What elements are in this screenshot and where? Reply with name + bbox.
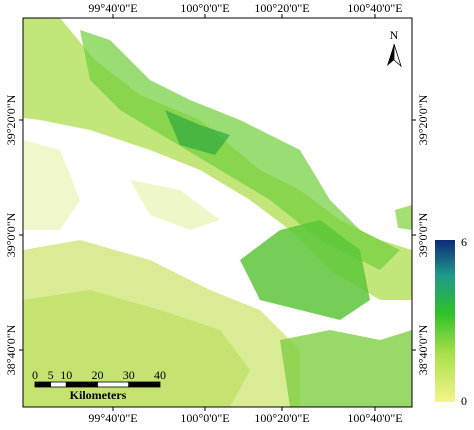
scale-label: 30 <box>123 368 135 382</box>
bottom-lon-label: 99°40'0"E <box>88 411 137 425</box>
colorbar: 6 0 <box>435 235 467 408</box>
top-lon-label: 100°0'0"E <box>180 1 229 15</box>
north-label: N <box>390 28 399 42</box>
scale-segment <box>34 381 52 388</box>
scale-segment <box>65 381 98 388</box>
map-frame <box>22 17 413 408</box>
legend-max: 6 <box>461 235 467 249</box>
left-lat-label: 38°40'0"N <box>4 324 18 375</box>
scale-label: 20 <box>92 368 104 382</box>
scale-segment <box>128 381 161 388</box>
legend-min: 0 <box>461 394 467 408</box>
map-imagery <box>23 18 412 407</box>
left-lat-label: 39°20'0"N <box>4 94 18 145</box>
left-lat-label: 39°0'0"N <box>4 212 18 257</box>
right-lat-label: 38°40'0"N <box>416 324 430 375</box>
right-lat-label: 39°0'0"N <box>416 212 430 257</box>
scale-segment <box>97 381 130 388</box>
scale-label: 40 <box>154 368 166 382</box>
scale-label: 5 <box>48 368 54 382</box>
bottom-lon-label: 100°20'0"E <box>254 411 309 425</box>
scale-label: 0 <box>32 368 38 382</box>
top-lon-label: 100°40'0"E <box>347 1 402 15</box>
scale-segment <box>50 381 67 388</box>
right-lat-label: 39°20'0"N <box>416 94 430 145</box>
scale-label: 10 <box>60 368 72 382</box>
north-arrow: N <box>387 28 402 68</box>
top-lon-label: 99°40'0"E <box>88 1 137 15</box>
bottom-lon-label: 100°0'0"E <box>180 411 229 425</box>
top-lon-label: 100°20'0"E <box>254 1 309 15</box>
bottom-lon-label: 100°40'0"E <box>347 411 402 425</box>
scale-unit: Kilometers <box>70 388 127 402</box>
